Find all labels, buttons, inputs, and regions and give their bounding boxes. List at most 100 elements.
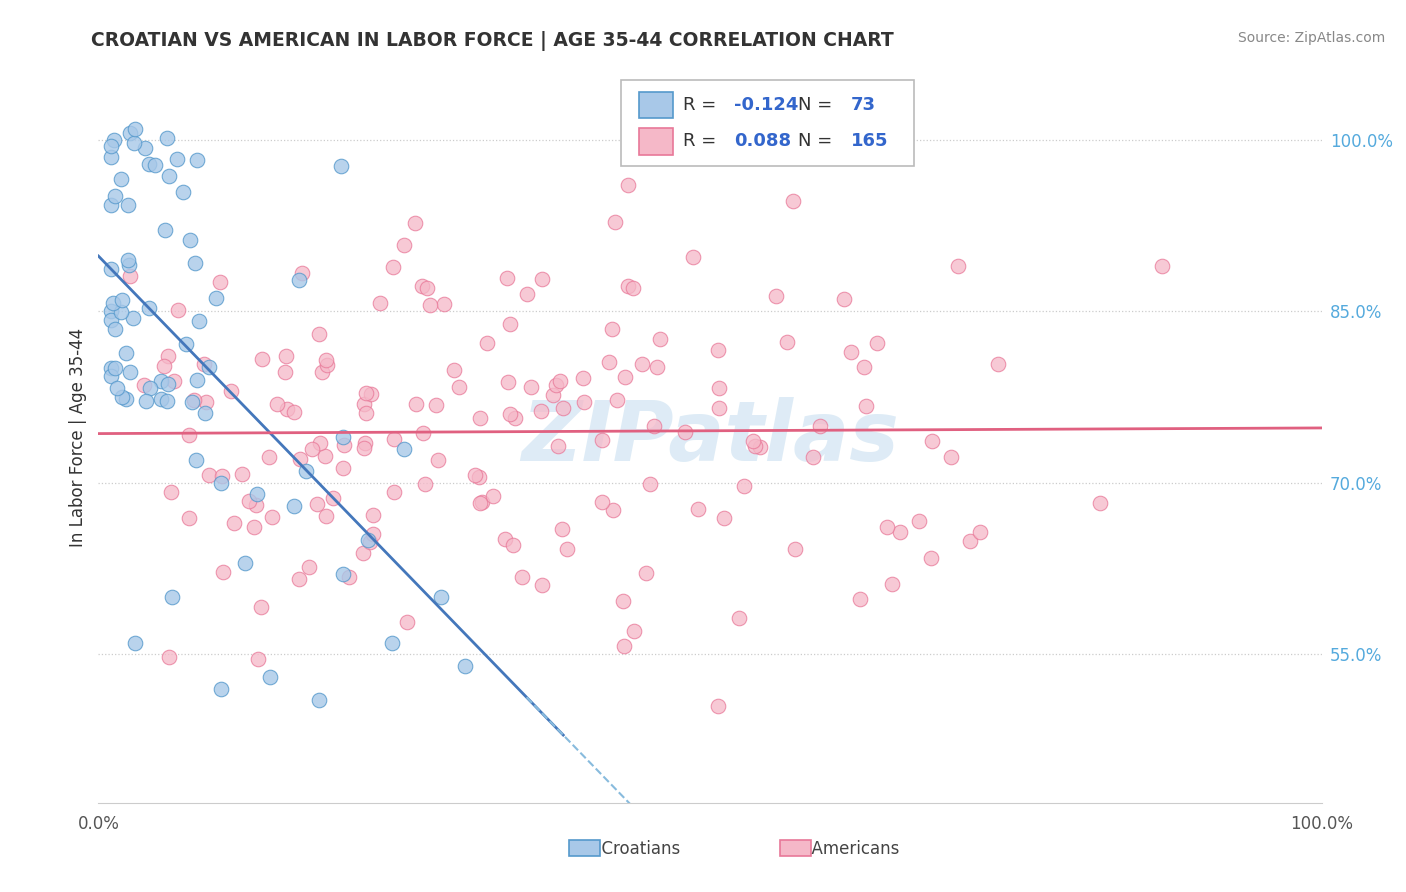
Point bbox=[104, 322, 127, 336]
Point bbox=[329, 159, 352, 173]
Point bbox=[602, 502, 624, 516]
Text: CROATIAN VS AMERICAN IN LABOR FORCE | AGE 35-44 CORRELATION CHART: CROATIAN VS AMERICAN IN LABOR FORCE | AG… bbox=[91, 31, 894, 51]
Point bbox=[231, 467, 253, 482]
Point bbox=[120, 126, 142, 140]
Point bbox=[138, 381, 160, 395]
Point bbox=[134, 141, 156, 155]
Point bbox=[332, 461, 354, 475]
Point bbox=[143, 158, 166, 172]
Point bbox=[110, 172, 132, 186]
Point bbox=[283, 405, 305, 419]
Point bbox=[591, 433, 613, 447]
Point bbox=[322, 491, 344, 505]
Point bbox=[425, 399, 447, 413]
Point bbox=[332, 567, 354, 582]
Point bbox=[156, 393, 179, 408]
Point bbox=[315, 352, 337, 367]
Point bbox=[606, 393, 628, 408]
Point bbox=[433, 297, 456, 311]
Point bbox=[118, 365, 141, 379]
Point bbox=[160, 484, 183, 499]
Point bbox=[544, 378, 567, 392]
Point bbox=[381, 260, 404, 274]
Point bbox=[153, 223, 176, 237]
Point bbox=[288, 572, 311, 586]
Point bbox=[135, 393, 157, 408]
Point bbox=[212, 566, 235, 580]
FancyBboxPatch shape bbox=[569, 840, 600, 856]
Point bbox=[194, 406, 217, 420]
Point bbox=[180, 395, 202, 409]
Point bbox=[471, 495, 494, 509]
Point bbox=[103, 132, 125, 146]
Point bbox=[630, 357, 652, 371]
Point bbox=[250, 352, 273, 367]
Point bbox=[419, 298, 441, 312]
Text: ZIPatlas: ZIPatlas bbox=[522, 397, 898, 477]
Point bbox=[741, 434, 763, 448]
Text: 73: 73 bbox=[851, 96, 876, 114]
Text: -0.124: -0.124 bbox=[734, 96, 799, 114]
Point bbox=[316, 358, 339, 372]
Point bbox=[987, 357, 1010, 371]
Point bbox=[197, 468, 219, 483]
Point bbox=[449, 380, 471, 394]
Point bbox=[405, 397, 427, 411]
Point bbox=[193, 357, 215, 371]
Point bbox=[853, 359, 876, 374]
Point bbox=[634, 566, 657, 581]
Point bbox=[530, 403, 553, 417]
Text: 165: 165 bbox=[851, 132, 889, 151]
Point bbox=[166, 153, 188, 167]
Y-axis label: In Labor Force | Age 35-44: In Labor Force | Age 35-44 bbox=[69, 327, 87, 547]
Point bbox=[571, 371, 593, 385]
Point bbox=[775, 335, 797, 350]
Point bbox=[100, 304, 122, 318]
Point bbox=[288, 452, 311, 467]
Point bbox=[186, 373, 208, 387]
Point bbox=[359, 534, 381, 549]
Point bbox=[430, 590, 453, 604]
Point bbox=[598, 354, 620, 368]
Point bbox=[103, 296, 125, 310]
Point bbox=[100, 361, 122, 376]
Point bbox=[308, 326, 330, 341]
Point bbox=[866, 336, 889, 351]
Point bbox=[921, 434, 943, 448]
Point bbox=[381, 636, 404, 650]
Point bbox=[120, 269, 142, 284]
Point bbox=[333, 438, 356, 452]
Point bbox=[468, 410, 491, 425]
Point bbox=[510, 570, 533, 584]
Point bbox=[100, 313, 122, 327]
Point bbox=[274, 365, 297, 379]
Point bbox=[889, 524, 911, 539]
Point bbox=[149, 374, 172, 388]
Text: 0.088: 0.088 bbox=[734, 132, 792, 151]
Point bbox=[177, 511, 200, 525]
Point bbox=[876, 520, 898, 534]
Point bbox=[543, 388, 565, 402]
Point bbox=[187, 314, 209, 328]
Point bbox=[266, 397, 288, 411]
Point bbox=[186, 453, 208, 467]
Point bbox=[114, 346, 136, 360]
Text: N =: N = bbox=[799, 96, 838, 114]
Point bbox=[612, 594, 634, 608]
Point bbox=[727, 611, 749, 625]
Point bbox=[152, 359, 174, 373]
Text: R =: R = bbox=[683, 96, 723, 114]
Text: N =: N = bbox=[799, 132, 838, 151]
Point bbox=[238, 494, 260, 508]
Point bbox=[392, 442, 416, 456]
Point bbox=[603, 215, 626, 229]
Point bbox=[360, 387, 382, 401]
Point bbox=[166, 303, 188, 318]
Point bbox=[591, 495, 613, 509]
Point bbox=[315, 508, 337, 523]
Point bbox=[426, 453, 449, 467]
Point bbox=[499, 407, 522, 421]
Point bbox=[179, 427, 201, 442]
Point bbox=[614, 369, 637, 384]
Point bbox=[276, 401, 298, 416]
